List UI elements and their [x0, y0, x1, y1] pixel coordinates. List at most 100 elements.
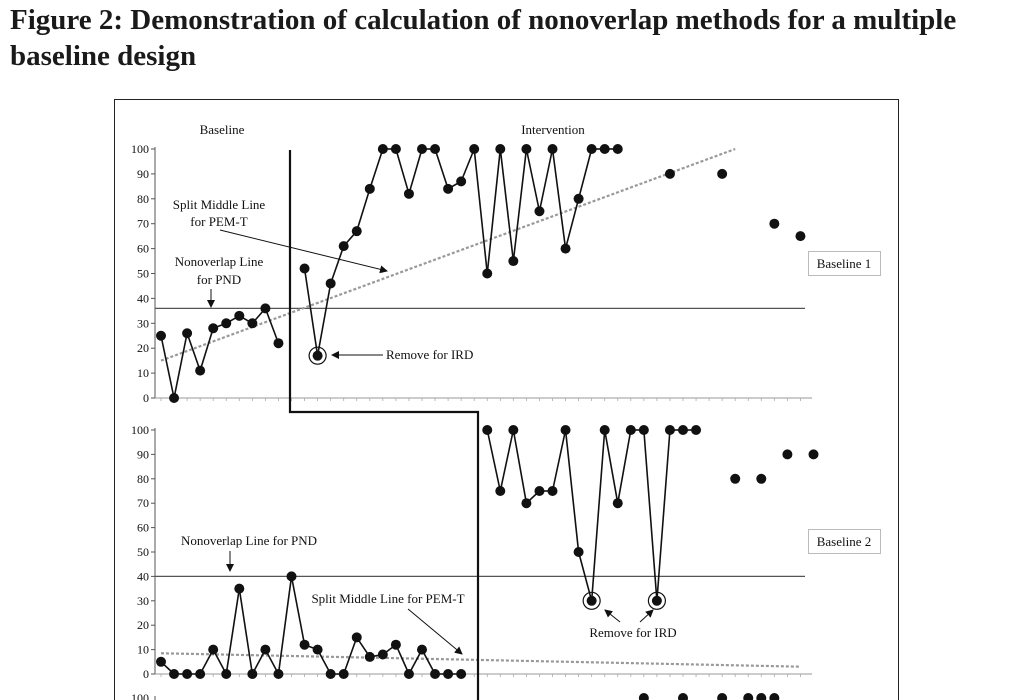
panel1-series-segment — [355, 188, 371, 232]
panel2-data-point — [299, 639, 310, 650]
panel2-data-point — [586, 595, 597, 606]
panel1-data-point — [612, 144, 623, 154]
panel2-data-point — [169, 669, 180, 679]
panel1-series-segment — [486, 148, 502, 274]
panel2-series-segment — [342, 637, 358, 675]
panel1-data-point — [182, 328, 193, 339]
panel2-ird-arrow-right — [639, 609, 654, 623]
panel2-series-segment — [512, 429, 528, 504]
panel1-y-tick-label: 30 — [137, 316, 149, 330]
panel2-data-point — [691, 425, 702, 435]
panel2-data-point — [443, 669, 454, 679]
panel1-data-point — [586, 144, 597, 154]
panel1-series-segment — [303, 268, 319, 356]
panel1-series-segment — [551, 148, 567, 249]
panel1-series-segment — [525, 148, 541, 212]
panel2-data-point — [508, 425, 519, 435]
panel3-data-point — [678, 693, 688, 700]
panel1-y-tick-label: 100 — [131, 142, 149, 156]
panel2-split-middle-trend-line — [160, 652, 801, 668]
panel1-data-point — [508, 256, 519, 267]
panel1-annotation-pemt: Split Middle Line — [173, 197, 266, 212]
panel1-data-point — [364, 183, 375, 194]
panel2-data-point — [260, 644, 271, 655]
panel2-data-point — [625, 425, 636, 435]
panel2-data-point — [638, 425, 649, 435]
panel1-annotation-pemt-line2: for PEM-T — [190, 214, 247, 229]
panel2-data-point — [664, 425, 675, 435]
panel1-y-tick-label: 10 — [137, 366, 149, 380]
panel1-data-point — [260, 303, 271, 314]
panel1-data-point — [769, 218, 780, 229]
chart-frame: Baseline Intervention — [114, 99, 899, 700]
panel1-data-point — [534, 206, 545, 217]
panel1-data-point — [195, 365, 206, 376]
panel1-data-point — [208, 323, 219, 334]
panel1-series-segment — [369, 148, 384, 190]
panel2-y-tick-label: 0 — [143, 667, 149, 681]
panel2-data-point — [730, 473, 741, 484]
panel1-series-segment — [173, 333, 188, 399]
panel1-data-point — [403, 188, 414, 199]
panel2-y-tick-label: 40 — [137, 569, 149, 583]
panel-baseline-1: 0 10 20 30 40 50 60 70 80 90 100 Split Middle Line f… — [131, 142, 881, 405]
panel2-data-point — [482, 425, 493, 435]
panel2-series-segment — [590, 429, 606, 601]
panel2-series-segment — [564, 429, 580, 553]
panel2-data-point — [286, 571, 297, 582]
panel2-data-point — [782, 449, 793, 460]
panel1-data-point — [325, 278, 336, 289]
panel1-data-point — [351, 226, 362, 237]
panel2-y-tick-label: 70 — [137, 496, 149, 510]
panel1-label: Baseline 1 — [817, 256, 872, 271]
panel1-data-point — [599, 144, 610, 154]
panel1-data-point — [443, 183, 454, 194]
panel1-series-segment — [408, 148, 423, 195]
panel1-data-point — [417, 144, 427, 154]
panel1-label-box — [808, 251, 881, 276]
panel1-y-tick-label: 90 — [137, 167, 149, 181]
panel2-data-point — [534, 486, 545, 496]
panel2-label: Baseline 2 — [817, 534, 872, 549]
panel2-series-segment — [395, 644, 410, 675]
panel1-data-point — [717, 168, 728, 179]
figure-title: Figure 2: Demonstration of calculation o… — [10, 4, 957, 72]
panel1-y-tick-label: 70 — [137, 217, 149, 231]
panel2-data-point — [390, 639, 401, 650]
panel2-annotation-pemt: Split Middle Line for PEM-T — [311, 591, 464, 606]
panel1-series-segment — [329, 245, 345, 284]
panel2-data-point — [234, 583, 245, 594]
phase-change-layer — [288, 150, 480, 700]
panel2-pemt-arrow — [407, 608, 463, 655]
panel2-series-segment — [486, 429, 502, 492]
panel1-data-point — [247, 318, 258, 329]
panel2-data-point — [403, 669, 414, 679]
panel2-series-segment — [225, 588, 241, 675]
panel1-data-point — [664, 168, 675, 179]
phase-label-baseline: Baseline — [200, 122, 245, 137]
panel2-data-point — [417, 644, 427, 655]
panel2-data-point — [756, 473, 767, 484]
panel1-data-point — [338, 241, 349, 252]
panel1-series-segment — [577, 148, 593, 200]
panel1-y-tick-label: 40 — [137, 291, 149, 305]
panel2-series-segment — [616, 429, 632, 504]
panel1-data-point — [299, 263, 310, 274]
phase-change-line — [288, 150, 480, 700]
panel2-data-point — [195, 669, 206, 679]
panel2-data-point — [312, 644, 323, 655]
panel2-data-point — [808, 449, 819, 460]
panel1-series-segment — [538, 148, 554, 212]
phase-label-intervention: Intervention — [521, 122, 585, 137]
panel2-series-segment — [277, 576, 293, 675]
panel1-annotation-pnd: Nonoverlap Line — [175, 254, 264, 269]
panel2-y-tick-label: 90 — [137, 447, 149, 461]
figure-border — [114, 99, 899, 700]
panel2-data-point — [364, 651, 375, 662]
panel1-series-segment — [434, 148, 449, 190]
panel2-annotation-pnd: Nonoverlap Line for PND — [181, 533, 317, 548]
panel-baseline-3-partial: 100 — [131, 691, 780, 700]
panel2-data-point — [430, 669, 441, 679]
panel1-data-point — [573, 193, 584, 204]
